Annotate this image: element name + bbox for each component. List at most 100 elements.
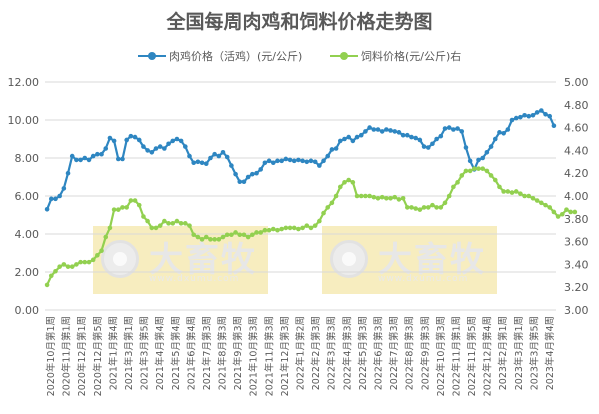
- data-point-broiler: [480, 155, 486, 161]
- data-point-feed: [534, 198, 540, 203]
- data-point-feed: [283, 225, 289, 231]
- data-point-broiler: [275, 158, 280, 164]
- data-point-feed: [291, 225, 297, 231]
- data-point-feed: [572, 209, 578, 215]
- data-point-feed: [74, 262, 79, 267]
- data-point-feed: [69, 264, 75, 269]
- data-point-broiler: [526, 113, 532, 119]
- data-point-broiler: [183, 144, 188, 149]
- data-point-feed: [463, 168, 469, 174]
- data-point-feed: [518, 191, 523, 197]
- data-point-broiler: [132, 134, 138, 140]
- data-point-broiler: [409, 134, 414, 140]
- data-point-broiler: [379, 129, 385, 134]
- data-point-broiler: [245, 174, 251, 180]
- data-point-broiler: [141, 144, 146, 149]
- data-point-feed: [333, 193, 339, 199]
- watermark-url: www.dxumu.com: [378, 274, 469, 284]
- data-point-feed: [128, 198, 134, 203]
- data-point-broiler: [74, 157, 79, 163]
- data-point-feed: [199, 237, 205, 242]
- x-tick-label: 2020年12月第5周: [92, 316, 104, 396]
- data-point-broiler: [333, 146, 339, 151]
- data-point-broiler: [157, 144, 163, 149]
- data-point-feed: [438, 205, 444, 210]
- data-point-broiler: [371, 127, 377, 132]
- data-point-feed: [304, 223, 310, 228]
- x-tick-label: 2023年2月第1周: [497, 316, 509, 390]
- data-point-feed: [329, 200, 335, 206]
- data-point-feed: [472, 166, 477, 171]
- data-point-feed: [346, 177, 351, 183]
- data-point-feed: [547, 205, 553, 210]
- data-point-feed: [275, 227, 280, 233]
- y-right-tick-label: 3.60: [564, 236, 589, 249]
- data-point-broiler: [170, 138, 176, 144]
- data-point-feed: [53, 268, 58, 274]
- data-point-broiler: [90, 153, 96, 159]
- x-tick-label: 2022年2月第3周: [310, 316, 322, 390]
- data-point-feed: [321, 210, 326, 216]
- legend-label-broiler: 肉鸡价格（活鸡）(元/公斤): [169, 50, 303, 63]
- data-point-broiler: [296, 157, 301, 163]
- data-point-broiler: [250, 171, 255, 177]
- data-point-feed: [312, 223, 318, 228]
- data-point-broiler: [191, 160, 196, 166]
- x-tick-label: 2022年7月第3周: [388, 316, 400, 390]
- data-point-broiler: [291, 158, 297, 164]
- watermark-url: www.dxumu.com: [149, 274, 240, 284]
- data-point-feed: [245, 234, 251, 240]
- data-point-broiler: [178, 138, 184, 144]
- data-point-feed: [492, 177, 498, 183]
- x-tick-label: 2022年11月第5周: [466, 316, 478, 396]
- watermark-brand: 大畜牧: [378, 240, 486, 280]
- x-tick-label: 2021年11月第3周: [263, 316, 275, 396]
- chart-title: 全国每周肉鸡和饲料价格走势图: [166, 11, 433, 33]
- data-point-feed: [195, 234, 201, 240]
- data-point-broiler: [153, 146, 159, 151]
- data-point-feed: [145, 218, 150, 224]
- data-point-feed: [337, 184, 343, 190]
- data-point-feed: [296, 226, 301, 232]
- data-point-broiler: [346, 134, 351, 140]
- x-tick-label: 2023年3月第5周: [528, 316, 540, 390]
- data-point-broiler: [509, 117, 515, 123]
- data-point-feed: [513, 189, 519, 194]
- legend-swatch-broiler: [138, 51, 166, 61]
- x-tick-label: 2020年12月第1周: [76, 316, 88, 396]
- data-point-feed: [44, 282, 50, 288]
- y-left-tick-label: 4.00: [15, 228, 40, 241]
- data-point-feed: [212, 237, 217, 242]
- data-point-feed: [86, 259, 92, 265]
- data-point-broiler: [551, 123, 557, 128]
- y-right-tick-label: 3.80: [564, 213, 589, 226]
- x-tick-label: 2023年4月第4周: [544, 316, 556, 390]
- data-point-feed: [254, 230, 259, 235]
- data-point-broiler: [233, 171, 238, 177]
- data-point-broiler: [342, 136, 347, 142]
- data-point-broiler: [396, 130, 402, 135]
- x-tick-label: 2022年4月第3周: [341, 316, 353, 390]
- data-point-broiler: [425, 145, 431, 150]
- data-point-broiler: [497, 130, 502, 135]
- data-point-feed: [317, 218, 322, 224]
- data-point-broiler: [300, 158, 305, 164]
- data-point-feed: [229, 232, 234, 238]
- data-point-feed: [455, 180, 460, 185]
- data-point-feed: [149, 225, 155, 231]
- data-point-broiler: [400, 132, 406, 138]
- data-point-broiler: [124, 137, 129, 143]
- data-point-feed: [384, 195, 389, 201]
- data-point-feed: [476, 166, 481, 171]
- data-point-feed: [497, 184, 502, 190]
- data-point-feed: [405, 205, 410, 210]
- data-point-broiler: [534, 110, 540, 115]
- data-point-broiler: [287, 157, 293, 163]
- data-point-feed: [350, 180, 356, 185]
- data-point-feed: [526, 193, 532, 199]
- data-point-feed: [488, 173, 494, 178]
- data-point-broiler: [530, 112, 536, 118]
- data-point-broiler: [53, 196, 58, 202]
- x-tick-label: 2021年10月第3周: [248, 316, 260, 396]
